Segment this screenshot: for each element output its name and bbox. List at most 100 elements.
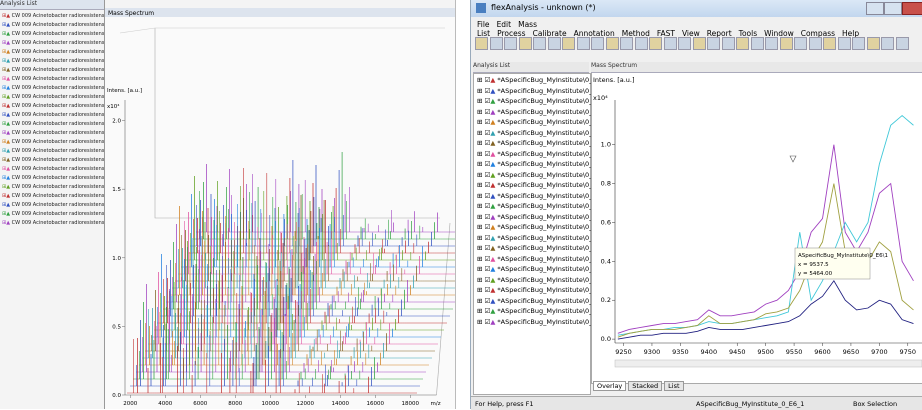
list-item[interactable]: ⊞▲ CW 009 Acinetobacter radioresistens (… — [2, 219, 104, 228]
list-item[interactable]: ⊞ ☑▲ *ASpecificBug_MyInstitute\0_E9\1 — [477, 317, 590, 328]
list-item[interactable]: ⊞▲ CW 009 Acinetobacter radioresistens (… — [2, 102, 104, 111]
x-tick-label: 10000 — [262, 401, 280, 407]
y-tick-label: 0.0 — [112, 393, 121, 399]
toolbar-button[interactable] — [823, 37, 836, 50]
close-button[interactable] — [902, 2, 922, 15]
list-item[interactable]: ⊞ ☑▲ *ASpecificBug_MyInstitute\0_E9\1 — [477, 191, 590, 202]
toolbar-button[interactable] — [751, 37, 764, 50]
toolbar-button[interactable] — [780, 37, 793, 50]
list-item[interactable]: ⊞ ☑▲ *ASpecificBug_MyInstitute\0_E11\1 — [477, 233, 590, 244]
list-item[interactable]: ⊞ ☑▲ *ASpecificBug_MyInstitute\0_E10\1 — [477, 86, 590, 97]
toolbar-button[interactable] — [881, 37, 894, 50]
list-item[interactable]: ⊞▲ CW 009 Acinetobacter radioresistens (… — [2, 147, 104, 156]
toolbar-button[interactable] — [707, 37, 720, 50]
list-item[interactable]: ⊞▲ CW 009 Acinetobacter radioresistens (… — [2, 84, 104, 93]
toolbar-button[interactable] — [736, 37, 749, 50]
maximize-button[interactable] — [884, 2, 902, 15]
list-item[interactable]: ⊞▲ CW 009 Acinetobacter radioresistens (… — [2, 93, 104, 102]
toolbar-button[interactable] — [852, 37, 865, 50]
toolbar-button[interactable] — [490, 37, 503, 50]
toolbar-button[interactable] — [693, 37, 706, 50]
toolbar-button[interactable] — [577, 37, 590, 50]
list-item[interactable]: ⊞ ☑▲ *ASpecificBug_MyInstitute\0_E4\1 — [477, 138, 590, 149]
toolbar-button[interactable] — [548, 37, 561, 50]
tree-icon: ⊞ ☑▲ — [477, 286, 497, 294]
toolbar-button[interactable] — [664, 37, 677, 50]
toolbar-button[interactable] — [591, 37, 604, 50]
toolbar-button[interactable] — [519, 37, 532, 50]
minimize-button[interactable] — [866, 2, 884, 15]
list-item[interactable]: ⊞ ☑▲ *ASpecificBug_MyInstitute\0_E3\1 — [477, 254, 590, 265]
list-item[interactable]: ⊞▲ CW 009 Acinetobacter radioresistens (… — [2, 174, 104, 183]
list-item[interactable]: ⊞▲ CW 009 Acinetobacter radioresistens (… — [2, 21, 104, 30]
list-item[interactable]: ⊞▲ CW 009 Acinetobacter radioresistens (… — [2, 183, 104, 192]
list-item[interactable]: ⊞ ☑▲ *ASpecificBug_MyInstitute\0_E11\1 — [477, 96, 590, 107]
toolbar-button[interactable] — [678, 37, 691, 50]
list-item[interactable]: ⊞ ☑▲ *ASpecificBug_MyInstitute\0_E7\1 — [477, 170, 590, 181]
list-item[interactable]: ⊞ ☑▲ *ASpecificBug_MyInstitute\0_E5\1 — [477, 275, 590, 286]
list-item[interactable]: ⊞ ☑▲ *ASpecificBug_MyInstitute\0_E3\1 — [477, 128, 590, 139]
x-tick-label: 9450 — [729, 348, 746, 356]
list-item[interactable]: ⊞ ☑▲ *ASpecificBug_MyInstitute\0_E11\1 — [477, 212, 590, 223]
toolbar-button[interactable] — [533, 37, 546, 50]
toolbar-button[interactable] — [504, 37, 517, 50]
list-item[interactable]: ⊞▲ CW 009 Acinetobacter radioresistens (… — [2, 192, 104, 201]
list-item[interactable]: ⊞▲ CW 009 Acinetobacter radioresistens (… — [2, 57, 104, 66]
x-tick-label: 9600 — [814, 348, 831, 356]
list-item[interactable]: ⊞▲ CW 009 Acinetobacter radioresistens (… — [2, 66, 104, 75]
toolbar-button[interactable] — [838, 37, 851, 50]
toolbar-button[interactable] — [649, 37, 662, 50]
list-item[interactable]: ⊞ ☑▲ *ASpecificBug_MyInstitute\0_E7\1 — [477, 296, 590, 307]
list-item[interactable]: ⊞ ☑▲ *ASpecificBug_MyInstitute\0_E10\1 — [477, 222, 590, 233]
list-item[interactable]: ⊞▲ CW 009 Acinetobacter radioresistens (… — [2, 156, 104, 165]
list-item[interactable]: ⊞ ☑▲ *ASpecificBug_MyInstitute\0_E6\1 — [477, 285, 590, 296]
list-item[interactable]: ⊞▲ CW 009 Acinetobacter radioresistens (… — [2, 48, 104, 57]
list-item[interactable]: ⊞ ☑▲ *ASpecificBug_MyInstitute\0_E4\1 — [477, 264, 590, 275]
toolbar-button[interactable] — [765, 37, 778, 50]
toolbar-button[interactable] — [635, 37, 648, 50]
list-item[interactable]: ⊞▲ CW 009 Acinetobacter radioresistens (… — [2, 30, 104, 39]
list-item[interactable]: ⊞▲ CW 009 Acinetobacter radioresistens (… — [2, 75, 104, 84]
list-item[interactable]: ⊞ ☑▲ *ASpecificBug_MyInstitute\0_E2\1 — [477, 117, 590, 128]
toolbar-button[interactable] — [809, 37, 822, 50]
tree-icon: ⊞▲ — [2, 148, 12, 154]
tree-icon: ⊞▲ — [2, 121, 12, 127]
list-item[interactable]: ⊞▲ CW 009 Acinetobacter radioresistens (… — [2, 120, 104, 129]
scrollbar[interactable] — [615, 360, 922, 367]
list-item[interactable]: ⊞ ☑▲ *ASpecificBug_MyInstitute\0_E1\1 — [477, 75, 590, 86]
header — [105, 8, 455, 17]
list-item[interactable]: ⊞▲ CW 009 Acinetobacter radioresistens (… — [2, 39, 104, 48]
menu-item[interactable]: File — [477, 20, 490, 29]
list-item[interactable]: ⊞▲ CW 009 Acinetobacter radioresistens (… — [2, 165, 104, 174]
toolbar-button[interactable] — [896, 37, 909, 50]
toolbar-button[interactable] — [620, 37, 633, 50]
tree-icon: ⊞ ☑▲ — [477, 234, 497, 242]
tree-icon: ⊞ ☑▲ — [477, 97, 497, 105]
list-item[interactable]: ⊞▲ CW 009 Acinetobacter radioresistens (… — [2, 111, 104, 120]
list-item[interactable]: ⊞ ☑▲ *ASpecificBug_MyInstitute\0_E6\1 — [477, 159, 590, 170]
list-item[interactable]: ⊞ ☑▲ *ASpecificBug_MyInstitute\0_E8\1 — [477, 180, 590, 191]
window-title: flexAnalysis - unknown (*) — [491, 3, 596, 12]
menu-item[interactable]: Edit — [497, 20, 512, 29]
tree-icon: ⊞▲ — [2, 58, 12, 64]
toolbar-button[interactable] — [475, 37, 488, 50]
list-item[interactable]: ⊞▲ CW 009 Acinetobacter radioresistens (… — [2, 201, 104, 210]
toolbar-button[interactable] — [562, 37, 575, 50]
list-item[interactable]: ⊞ ☑▲ *ASpecificBug_MyInstitute\0_E12\1 — [477, 107, 590, 118]
tree-icon: ⊞ ☑▲ — [477, 160, 497, 168]
toolbar-button[interactable] — [606, 37, 619, 50]
list-item[interactable]: ⊞▲ CW 009 Acinetobacter radioresistens (… — [2, 129, 104, 138]
tooltip-y: y = 5464.00 — [798, 271, 833, 277]
list-item[interactable]: ⊞▲ CW 009 Acinetobacter radioresistens (… — [2, 210, 104, 219]
list-item[interactable]: ⊞▲ CW 009 Acinetobacter radioresistens (… — [2, 12, 104, 21]
tree-icon: ⊞ ☑▲ — [477, 297, 497, 305]
list-item[interactable]: ⊞▲ CW 009 Acinetobacter radioresistens (… — [2, 138, 104, 147]
toolbar-button[interactable] — [722, 37, 735, 50]
list-item[interactable]: ⊞ ☑▲ *ASpecificBug_MyInstitute\0_E10\1 — [477, 201, 590, 212]
toolbar-button[interactable] — [794, 37, 807, 50]
list-item[interactable]: ⊞ ☑▲ *ASpecificBug_MyInstitute\0_E12\1 — [477, 243, 590, 254]
list-item[interactable]: ⊞ ☑▲ *ASpecificBug_MyInstitute\0_E8\1 — [477, 306, 590, 317]
toolbar-button[interactable] — [867, 37, 880, 50]
y-tick-label: 2.0 — [112, 119, 121, 125]
list-item[interactable]: ⊞ ☑▲ *ASpecificBug_MyInstitute\0_E5\1 — [477, 149, 590, 160]
